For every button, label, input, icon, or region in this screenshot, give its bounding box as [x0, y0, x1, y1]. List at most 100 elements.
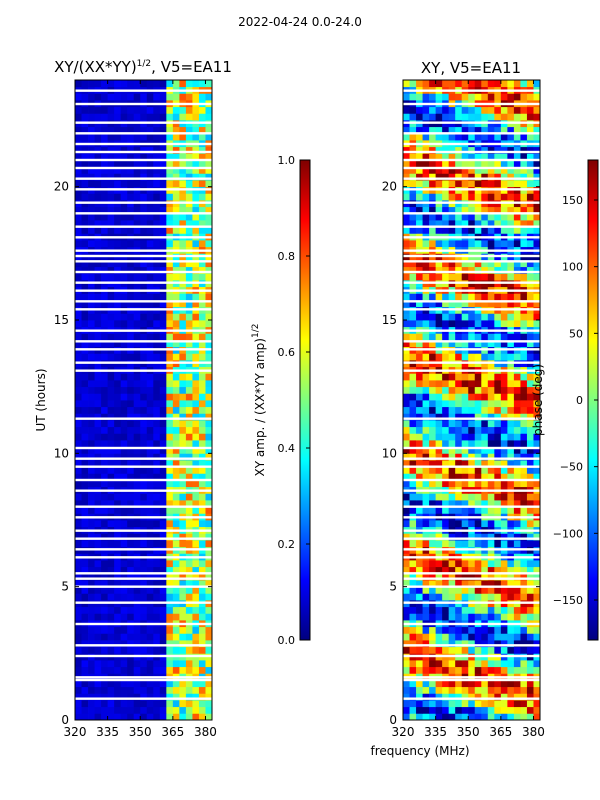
phase-cell	[416, 266, 423, 274]
amp-cell	[205, 626, 212, 634]
phase-cell	[513, 566, 521, 574]
amp-cell	[133, 240, 141, 248]
flagged-row	[75, 529, 212, 532]
y-tick-label: 10	[54, 446, 69, 460]
amp-cell	[179, 533, 187, 541]
phase-cell	[442, 646, 450, 654]
phase-cell	[513, 420, 521, 428]
amp-cell	[114, 400, 122, 408]
amp-cell	[107, 206, 115, 214]
phase-cell	[526, 400, 534, 408]
amp-cell	[133, 466, 141, 474]
phase-cell	[487, 706, 495, 714]
amp-cell	[198, 560, 206, 568]
phase-cell	[526, 260, 534, 268]
phase-cell	[513, 573, 521, 581]
amp-cell	[159, 93, 167, 101]
amp-cell	[88, 413, 95, 421]
phase-cell	[448, 193, 456, 201]
phase-cell	[526, 680, 534, 688]
amp-cell	[192, 193, 200, 201]
phase-cell	[474, 373, 482, 381]
amp-cell	[114, 406, 122, 414]
amp-cell	[94, 440, 102, 448]
amp-cell	[81, 406, 89, 414]
amp-cell	[120, 446, 128, 454]
phase-cell	[461, 666, 469, 674]
phase-cell	[403, 333, 410, 341]
phase-cell	[416, 373, 423, 381]
amp-cell	[127, 240, 135, 248]
flagged-row	[403, 644, 540, 647]
phase-cell	[448, 453, 456, 461]
amp-cell	[185, 400, 193, 408]
amp-cell	[101, 426, 109, 434]
phase-cell	[448, 633, 456, 641]
phase-cell	[533, 680, 540, 688]
phase-cell	[429, 666, 437, 674]
amp-cell	[127, 160, 135, 168]
amp-cell	[127, 500, 135, 508]
amp-cell	[185, 226, 193, 234]
phase-cell	[520, 686, 528, 694]
amp-cell	[120, 113, 128, 121]
phase-cell	[429, 500, 437, 508]
amp-cell	[159, 406, 167, 414]
amp-cell	[198, 340, 206, 348]
flagged-row	[75, 132, 212, 135]
amp-cell	[153, 413, 161, 421]
phase-cell	[520, 533, 528, 541]
amp-cell	[133, 426, 141, 434]
flagged-row	[75, 201, 212, 204]
phase-cell	[507, 313, 515, 321]
amp-cell	[140, 706, 148, 714]
phase-cell	[474, 440, 482, 448]
amp-cell	[140, 106, 148, 114]
phase-cell	[474, 146, 482, 154]
amp-cell	[198, 106, 206, 114]
phase-cell	[487, 313, 495, 321]
phase-cell	[526, 320, 534, 328]
amp-cell	[101, 573, 109, 581]
phase-cell	[448, 626, 456, 634]
phase-cell	[448, 386, 456, 394]
amp-cell	[114, 693, 122, 701]
phase-cell	[481, 266, 489, 274]
phase-cell	[494, 606, 502, 614]
amp-cell	[94, 693, 102, 701]
amp-cell	[75, 193, 82, 201]
phase-cell	[520, 693, 528, 701]
phase-cell	[455, 446, 463, 454]
phase-cell	[494, 313, 502, 321]
amp-cell	[166, 480, 174, 488]
amp-cell	[198, 700, 206, 708]
phase-cell	[455, 240, 463, 248]
amp-cell	[192, 80, 200, 88]
amp-cell	[101, 433, 109, 441]
amp-cell	[159, 593, 167, 601]
y-tick-label: 0	[389, 713, 397, 727]
phase-cell	[494, 460, 502, 468]
amp-cell	[172, 313, 180, 321]
phase-cell	[487, 500, 495, 508]
phase-cell	[474, 133, 482, 141]
amp-cell	[153, 560, 161, 568]
phase-cell	[481, 173, 489, 181]
phase-cell	[416, 400, 423, 408]
phase-cell	[442, 573, 450, 581]
amp-cell	[88, 166, 95, 174]
amp-cell	[205, 406, 212, 414]
phase-cell	[468, 573, 476, 581]
amp-cell	[166, 666, 174, 674]
phase-cell	[513, 386, 521, 394]
amp-cell	[185, 260, 193, 268]
phase-cell	[429, 113, 437, 121]
phase-cell	[422, 220, 430, 228]
phase-cell	[513, 80, 521, 88]
amp-cell	[159, 466, 167, 474]
amp-cell	[127, 686, 135, 694]
phase-cell	[442, 333, 450, 341]
phase-cell	[494, 160, 502, 168]
amp-cell	[172, 300, 180, 308]
phase-cell	[468, 500, 476, 508]
